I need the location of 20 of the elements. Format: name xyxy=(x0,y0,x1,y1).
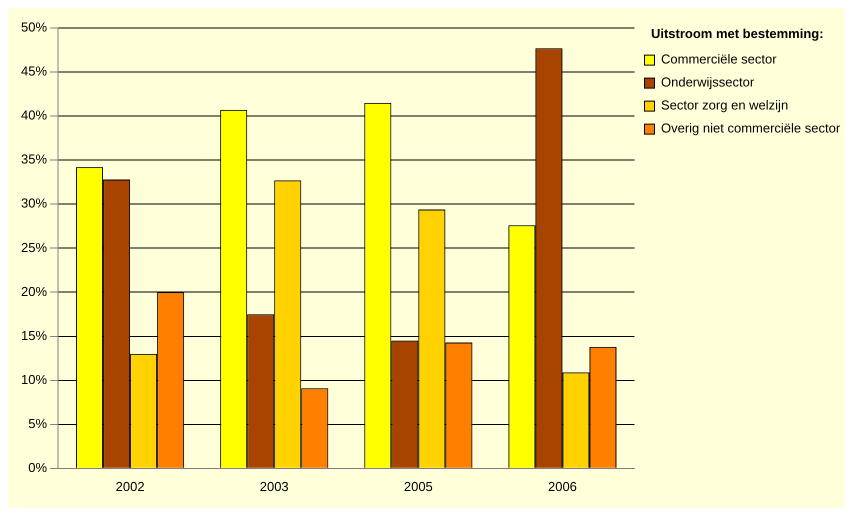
legend-title: Uitstroom met bestemming: xyxy=(650,26,824,42)
legend-label: Onderwijssector xyxy=(661,74,755,90)
y-tick-label: 50% xyxy=(20,20,48,35)
y-tick-label: 20% xyxy=(20,284,48,299)
y-tick-label: 40% xyxy=(20,108,48,123)
legend-label: Overig niet commerciële sector xyxy=(661,120,841,136)
y-tick-label: 15% xyxy=(20,328,48,343)
y-tick-label: 45% xyxy=(20,64,48,79)
x-tick-label: 2005 xyxy=(404,478,433,494)
y-tick-label: 10% xyxy=(20,372,48,387)
y-tick-label: 0% xyxy=(28,460,48,475)
y-tick-label: 35% xyxy=(20,152,48,167)
x-tick-label: 2003 xyxy=(260,478,289,494)
legend-label: Commerciële sector xyxy=(661,52,778,67)
x-tick-label: 2006 xyxy=(548,478,577,494)
y-tick-label: 5% xyxy=(28,416,48,431)
y-tick-label: 25% xyxy=(20,240,48,255)
y-tick-label: 30% xyxy=(20,196,48,211)
x-tick-label: 2002 xyxy=(116,478,145,494)
legend-label: Sector zorg en welzijn xyxy=(661,98,788,113)
